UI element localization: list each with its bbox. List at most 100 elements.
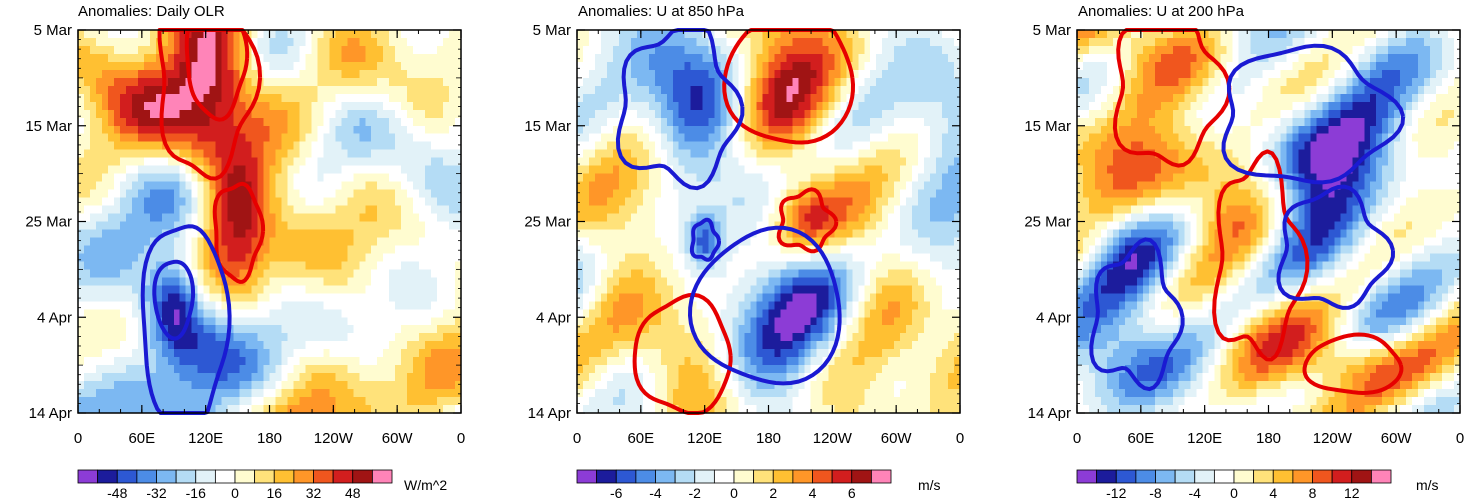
y-tick-label: 5 Mar	[533, 22, 571, 39]
y-tick-label: 25 Mar	[1024, 214, 1071, 231]
colorbar-swatch	[851, 469, 872, 484]
colorbar-swatch	[1351, 469, 1372, 484]
y-tick-label: 14 Apr	[1028, 405, 1071, 422]
colorbar-swatch	[1213, 469, 1235, 484]
colorbar-swatch	[596, 469, 617, 484]
colorbar-label: 0	[231, 485, 239, 498]
colorbar-swatch	[313, 469, 334, 484]
y-tick-label: 15 Mar	[524, 118, 571, 135]
colorbar-swatch	[332, 469, 354, 484]
colorbar-label: 12	[1344, 485, 1360, 498]
negative-contour	[152, 259, 196, 341]
colorbar-label: -2	[689, 485, 702, 498]
colorbar-swatch	[1155, 469, 1176, 484]
colorbar-swatch	[1076, 469, 1098, 484]
anomaly-field	[78, 30, 462, 414]
colorbar-label: 8	[1309, 485, 1317, 498]
colorbar-swatch	[97, 469, 118, 484]
x-tick-label: 180	[1256, 430, 1281, 447]
colorbar-swatch	[635, 469, 656, 484]
colorbar-swatch	[870, 469, 892, 484]
colorbar-label: 32	[306, 485, 322, 498]
negative-contour	[1221, 43, 1406, 185]
y-tick-label: 14 Apr	[528, 405, 571, 422]
colorbar-swatch	[156, 469, 177, 484]
colorbar-swatch	[1115, 469, 1137, 484]
colorbar-swatch	[254, 469, 275, 484]
panel-plot-1: 0 60E 120E 180 120W 60W 0 5 Mar 15 Mar 25 Mar 4 Ap…	[25, 22, 465, 498]
colorbar-swatch	[792, 469, 813, 484]
colorbar-swatch	[1194, 469, 1215, 484]
x-tick-label: 60E	[1127, 430, 1154, 447]
colorbar-swatch	[195, 469, 216, 484]
colorbar-label: 16	[266, 485, 282, 498]
colorbar-label: 6	[848, 485, 856, 498]
colorbar-swatch	[175, 469, 197, 484]
colorbar-units: W/m^2	[404, 477, 447, 493]
colorbar-label: -4	[649, 485, 662, 498]
colorbar-swatch	[1174, 469, 1196, 484]
colorbar-swatch	[1135, 469, 1156, 484]
colorbar-label: -6	[610, 485, 623, 498]
x-tick-label: 0	[74, 430, 82, 447]
colorbar-swatch	[77, 469, 99, 484]
colorbar-swatch	[615, 469, 637, 484]
x-tick-label: 60E	[627, 430, 654, 447]
y-tick-label: 4 Apr	[536, 309, 571, 326]
colorbar: -12 -8 -4 0 4 8 12	[1076, 469, 1392, 498]
negative-contour	[1276, 184, 1395, 310]
colorbar-swatch	[831, 469, 853, 484]
panel-title: Anomalies: U at 200 hPa	[1078, 3, 1245, 20]
colorbar-swatch	[1233, 469, 1255, 484]
colorbar-swatch	[214, 469, 236, 484]
colorbar-swatch	[674, 469, 696, 484]
x-tick-label: 0	[956, 430, 964, 447]
x-tick-label: 0	[573, 430, 581, 447]
colorbar-label: 4	[809, 485, 817, 498]
colorbar-swatch	[371, 469, 393, 484]
y-tick-label: 15 Mar	[25, 118, 72, 135]
colorbar-swatch	[116, 469, 138, 484]
x-tick-label: 60E	[128, 430, 155, 447]
colorbar-swatch	[1312, 469, 1333, 484]
x-tick-label: 120W	[813, 430, 853, 447]
y-tick-label: 25 Mar	[524, 214, 571, 231]
x-tick-label: 60W	[881, 430, 913, 447]
colorbar-swatch	[1370, 469, 1392, 484]
colorbar-swatch	[234, 469, 256, 484]
colorbar-swatch	[713, 469, 735, 484]
colorbar-swatch	[136, 469, 157, 484]
y-tick-label: 15 Mar	[1024, 118, 1071, 135]
negative-contour	[689, 217, 721, 262]
colorbar-units: m/s	[918, 477, 941, 493]
colorbar-units: m/s	[1416, 477, 1439, 493]
colorbar-swatch	[753, 469, 774, 484]
colorbar-swatch	[1272, 469, 1294, 484]
panel-plot-2: 0 60E 120E 180 120W 60W 0 5 Mar 15 Mar 25 Mar 4 Ap…	[524, 22, 964, 498]
colorbar-swatch	[1292, 469, 1313, 484]
positive-contour	[632, 292, 733, 415]
colorbar-label: 4	[1269, 485, 1277, 498]
x-tick-label: 120W	[314, 430, 354, 447]
panel-title: Anomalies: Daily OLR	[78, 3, 225, 20]
y-tick-label: 4 Apr	[37, 309, 72, 326]
colorbar-label: -16	[186, 485, 206, 498]
colorbar-swatch	[694, 469, 715, 484]
colorbar-swatch	[733, 469, 755, 484]
panel-title: Anomalies: U at 850 hPa	[578, 3, 745, 20]
x-tick-label: 0	[1073, 430, 1081, 447]
positive-contour	[1212, 149, 1310, 362]
x-tick-label: 180	[756, 430, 781, 447]
x-tick-label: 120E	[1187, 430, 1222, 447]
colorbar: -6 -4 -2 0 2 4 6	[576, 469, 892, 498]
y-tick-label: 14 Apr	[29, 405, 72, 422]
negative-contour	[615, 28, 745, 191]
colorbar-swatch	[1096, 469, 1117, 484]
x-tick-label: 120E	[188, 430, 223, 447]
colorbar: -48 -32 -16 0 16 32 48	[77, 469, 393, 498]
colorbar-swatch	[655, 469, 676, 484]
x-tick-label: 60W	[382, 430, 414, 447]
colorbar-swatch	[273, 469, 295, 484]
colorbar-label: -12	[1106, 485, 1126, 498]
y-tick-label: 25 Mar	[25, 214, 72, 231]
